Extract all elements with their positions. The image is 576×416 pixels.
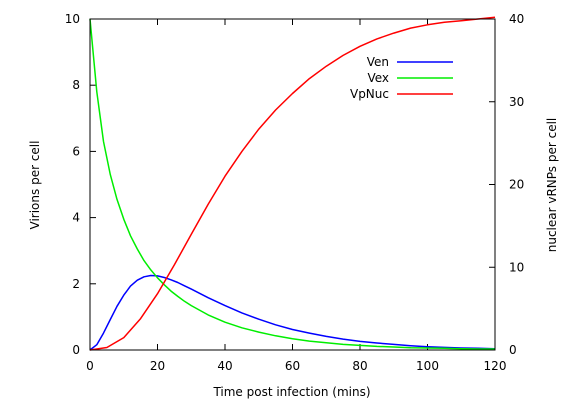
y2-tick-label: 0 [509,343,517,357]
x-axis-label: Time post infection (mins) [212,385,370,399]
y-tick-label: 2 [72,277,80,291]
series-line-vpnuc [89,16,496,351]
legend-label-vpnuc: VpNuc [350,87,389,101]
x-tick-label: 60 [285,359,300,373]
y2-tick-label: 20 [509,178,524,192]
x-tick-label: 0 [86,359,94,373]
legend-label-ven: Ven [367,55,389,69]
y2-axis-label: nuclear vRNPs per cell [545,118,559,253]
legend: Ven Vex VpNuc [350,55,453,101]
x-tick-label: 20 [150,359,165,373]
y2-tick-label: 40 [509,12,524,26]
y-axis-label: Virions per cell [28,141,42,230]
series-line-ven [89,274,496,351]
y2-tick-label: 30 [509,95,524,109]
y-tick-label: 0 [72,343,80,357]
x-tick-label: 120 [484,359,507,373]
y-tick-label: 4 [72,211,80,225]
series-line-vex [89,18,495,350]
y2-tick-label: 10 [509,260,524,274]
series-lines [89,16,496,351]
x-tick-label: 100 [416,359,439,373]
x-tick-label: 80 [352,359,367,373]
y-tick-label: 10 [65,12,80,26]
x-tick-label: 40 [217,359,232,373]
legend-label-vex: Vex [367,71,389,85]
y-tick-label: 8 [72,78,80,92]
y-tick-label: 6 [72,144,80,158]
plot-frame [89,18,496,351]
